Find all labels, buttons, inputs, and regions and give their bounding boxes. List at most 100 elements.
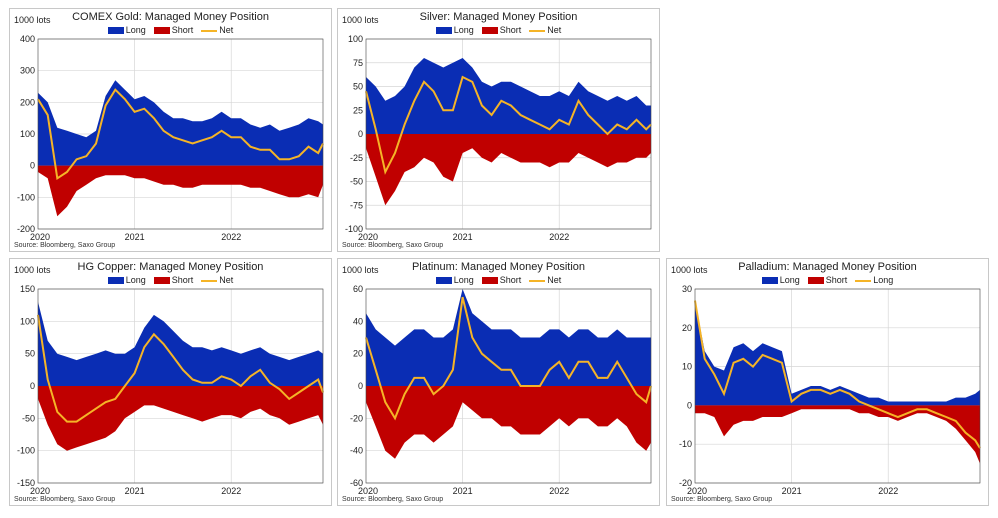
y-tick-label: 0: [358, 129, 363, 139]
net-line: [365, 296, 652, 421]
y-tick-label: 50: [25, 349, 35, 359]
legend-line-swatch: [201, 29, 218, 32]
plot-frame: [365, 288, 652, 484]
legend-item: Long: [435, 25, 474, 35]
y-tick-label: 20: [353, 349, 363, 359]
x-tick-label: 2022: [549, 486, 569, 496]
x-tick-label: 2020: [30, 486, 50, 496]
x-tick-label: 2022: [221, 232, 241, 242]
legend-label: Long: [453, 25, 474, 35]
plot-svg: -60 -40 -20 0 20 40 60 2020 2021 2022: [350, 284, 652, 496]
y-tick-label: 75: [353, 58, 363, 68]
chart-panel: -20 -10 0 10 20 30 2020 2021 2022 Palladium: Mana…: [666, 258, 989, 506]
legend-swatch: [435, 27, 452, 35]
y-tick-label: -75: [350, 200, 363, 210]
y-tick-label: 100: [20, 129, 35, 139]
legend-label: Net: [219, 275, 234, 285]
plot-svg: -150 -100 -50 0 50 100 150 2020 2021 2022: [17, 284, 324, 496]
legend-label: Long: [125, 275, 146, 285]
net-line: [365, 75, 652, 175]
legend-label: Short: [499, 275, 522, 285]
legend-line-swatch: [201, 279, 218, 282]
legend-item: Long: [107, 25, 146, 35]
long-area: [366, 58, 651, 134]
y-tick-label: 40: [353, 316, 363, 326]
y-tick-label: -50: [22, 413, 35, 423]
legend-label: Long: [453, 275, 474, 285]
y-tick-label: -50: [350, 177, 363, 187]
short-area: [366, 134, 651, 206]
y-tick-label: -20: [679, 478, 692, 488]
chart-title: Palladium: Managed Money Position: [738, 261, 917, 273]
x-tick-label: 2021: [125, 232, 145, 242]
y-tick-label: 60: [353, 284, 363, 294]
short-area: [366, 386, 651, 459]
x-tick-label: 2021: [453, 486, 473, 496]
y-tick-label: -100: [17, 446, 35, 456]
legend-swatch: [481, 277, 498, 285]
x-tick-label: 2021: [125, 486, 145, 496]
short-area: [695, 405, 980, 464]
source-note: Source: Bloomberg, Saxo Group: [342, 496, 444, 503]
y-tick-label: 30: [682, 284, 692, 294]
net-line: [37, 88, 324, 180]
unit-label: 1000 lots: [342, 265, 379, 275]
chart-panel: -150 -100 -50 0 50 100 150 2020 2021 2022 HG Coppe…: [9, 258, 332, 506]
net-line: [694, 300, 981, 449]
legend-label: Long: [873, 275, 894, 285]
legend-item: Long: [435, 275, 474, 285]
y-tick-label: 20: [682, 323, 692, 333]
legend-label: Net: [547, 25, 562, 35]
legend-label: Short: [171, 25, 194, 35]
y-tick-label: 0: [30, 161, 35, 171]
y-tick-label: -20: [350, 413, 363, 423]
x-tick-label: 2020: [30, 232, 50, 242]
plot-svg: -20 -10 0 10 20 30 2020 2021 2022: [679, 284, 981, 496]
y-tick-label: 300: [20, 66, 35, 76]
short-area: [38, 165, 323, 217]
legend-item: Short: [807, 275, 847, 285]
unit-label: 1000 lots: [342, 15, 379, 25]
legend-line-swatch: [529, 279, 546, 282]
chart-panel: -200 -100 0 100 200 300 400 2020 2021 2022 COMEX G…: [9, 8, 332, 252]
legend-swatch: [807, 277, 824, 285]
y-tick-label: 0: [358, 381, 363, 391]
x-tick-label: 2021: [782, 486, 802, 496]
legend-item: Short: [153, 25, 194, 35]
short-area: [38, 386, 323, 451]
x-tick-label: 2020: [358, 232, 378, 242]
y-tick-label: 10: [682, 362, 692, 372]
unit-label: 1000 lots: [14, 15, 51, 25]
legend-label: Short: [171, 275, 194, 285]
y-tick-label: -60: [350, 478, 363, 488]
y-tick-label: 0: [687, 400, 692, 410]
plot-svg: -100 -75 -50 -25 0 25 50 75 100 2020 2021 2022: [345, 34, 652, 242]
legend: Long Short Net: [10, 25, 331, 35]
x-tick-label: 2021: [453, 232, 473, 242]
legend-item: Long: [107, 275, 146, 285]
legend-line-swatch: [529, 29, 546, 32]
y-tick-label: -25: [350, 153, 363, 163]
x-tick-label: 2020: [687, 486, 707, 496]
legend-label: Long: [125, 25, 146, 35]
long-area: [366, 289, 651, 386]
legend-swatch: [107, 277, 124, 285]
long-area: [695, 300, 980, 406]
chart-panel: -60 -40 -20 0 20 40 60 2020 2021 2022 Platinum: Ma…: [337, 258, 660, 506]
chart-panel: -100 -75 -50 -25 0 25 50 75 100 2020 2021 2022 Silve…: [337, 8, 660, 252]
plot-svg: -200 -100 0 100 200 300 400 2020 2021 2022: [17, 34, 324, 242]
legend-swatch: [761, 277, 778, 285]
legend-item: Net: [201, 275, 233, 285]
source-note: Source: Bloomberg, Saxo Group: [671, 496, 773, 503]
y-tick-label: 400: [20, 34, 35, 44]
legend-swatch: [153, 277, 170, 285]
plot-frame: [365, 38, 652, 230]
legend-swatch: [435, 277, 452, 285]
plot-frame: [37, 288, 324, 484]
x-tick-label: 2022: [221, 486, 241, 496]
long-area: [38, 301, 323, 386]
legend-line-swatch: [855, 279, 872, 282]
legend-item: Short: [481, 25, 521, 35]
source-note: Source: Bloomberg, Saxo Group: [14, 242, 116, 249]
legend: Long Short Net: [10, 275, 331, 285]
